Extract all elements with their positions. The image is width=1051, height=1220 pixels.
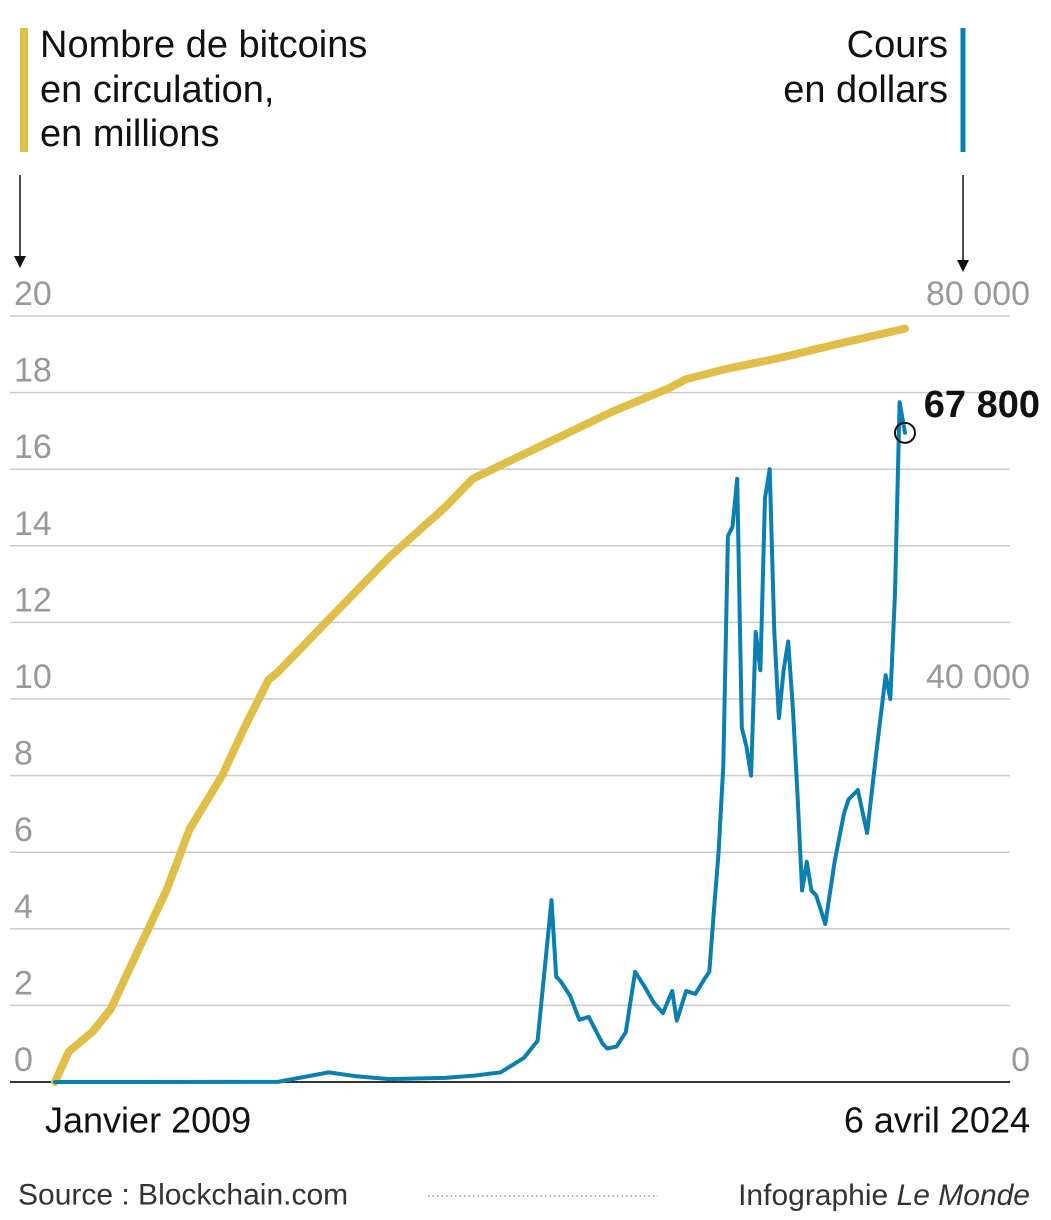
y-tick-label: 12 <box>14 581 52 619</box>
credit-publication: Le Monde <box>897 1179 1030 1212</box>
x-tick-label: 6 avril 2024 <box>844 1100 1030 1141</box>
plot: 0 2 4 6 8 10 12 14 16 18 20 0 40 000 80 000 Janvier 20… <box>10 275 1040 1141</box>
y2-axis-title: Cours <box>847 24 948 66</box>
y2-axis-title: en dollars <box>783 69 948 111</box>
y-tick-label: 16 <box>14 428 52 466</box>
y-tick-label: 8 <box>14 735 33 773</box>
y-tick-label: 0 <box>14 1041 33 1079</box>
y-tick-label: 20 <box>14 275 52 313</box>
y-axis-title: en circulation, <box>40 69 274 111</box>
y-tick-label: 14 <box>14 505 52 543</box>
y2-tick-label: 40 000 <box>926 658 1030 696</box>
x-tick-label: Janvier 2009 <box>45 1100 251 1141</box>
annotation: 67 800 <box>924 384 1040 426</box>
line-series <box>53 400 907 1084</box>
y-axis-title: en millions <box>40 113 220 155</box>
credit-text: Infographie <box>738 1179 888 1212</box>
y-tick-label: 6 <box>14 811 33 849</box>
y-tick-label: 18 <box>14 352 52 390</box>
source: Source : Blockchain.com <box>18 1179 348 1212</box>
arrow-head <box>14 256 26 268</box>
y-tick-label: 10 <box>14 658 52 696</box>
y2-tick-label: 0 <box>1011 1041 1030 1079</box>
y-tick-label: 4 <box>14 888 33 926</box>
y2-tick-label: 80 000 <box>926 275 1030 313</box>
credit: Infographie Le Monde <box>738 1179 1030 1212</box>
y-tick-label: 2 <box>14 964 33 1002</box>
arrow-head <box>957 260 969 272</box>
last-point <box>894 421 916 444</box>
y-axis-title: Nombre de bitcoins <box>40 24 367 66</box>
line-series <box>51 324 909 1086</box>
